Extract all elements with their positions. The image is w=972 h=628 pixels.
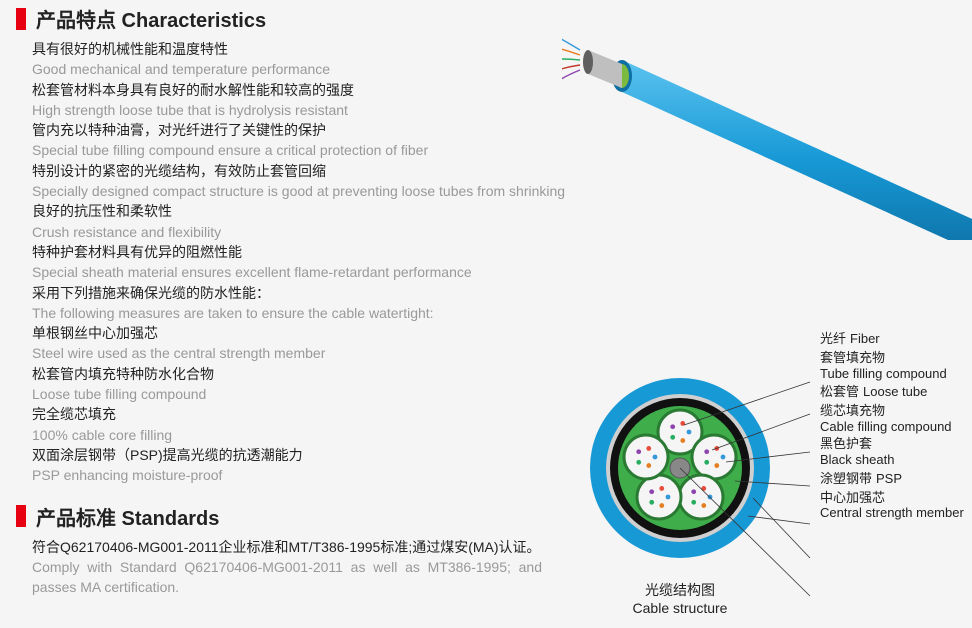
cross-label-zh: 黑色护套: [820, 436, 972, 452]
characteristics-header: 产品特点 Characteristics: [16, 4, 972, 33]
cross-label-en: Central strength member: [820, 505, 972, 521]
characteristic-en: 100% cable core filling: [32, 425, 572, 445]
characteristic-en: Good mechanical and temperature performa…: [32, 59, 572, 79]
characteristic-en: Special tube filling compound ensure a c…: [32, 140, 572, 160]
characteristic-zh: 良好的抗压性和柔软性: [32, 201, 572, 221]
characteristic-zh: 松套管材料本身具有良好的耐水解性能和较高的强度: [32, 80, 572, 100]
characteristic-en: Loose tube filling compound: [32, 384, 572, 404]
cross-label-zh: 涂塑钢带: [820, 471, 872, 486]
characteristic-zh: 特种护套材料具有优异的阻燃性能: [32, 242, 572, 262]
characteristic-en: High strength loose tube that is hydroly…: [32, 100, 572, 120]
characteristics-list: 具有很好的机械性能和温度特性Good mechanical and temper…: [32, 39, 572, 486]
characteristic-zh: 特别设计的紧密的光缆结构，有效防止套管回缩: [32, 161, 572, 181]
characteristic-en: Special sheath material ensures excellen…: [32, 262, 572, 282]
cross-label-en: PSP: [876, 471, 902, 486]
characteristic-en: Crush resistance and flexibility: [32, 222, 572, 242]
standards-en: Comply with Standard Q62170406-MG001-201…: [32, 557, 542, 598]
characteristic-zh: 单根钢丝中心加强芯: [32, 323, 572, 343]
cross-label: 涂塑钢带 PSP: [820, 470, 972, 488]
characteristic-zh: 具有很好的机械性能和温度特性: [32, 39, 572, 59]
cross-label: 中心加强芯Central strength member: [820, 490, 972, 521]
cross-label-en: Fiber: [850, 331, 880, 346]
cross-section-labels: 光纤 Fiber 套管填充物Tube filling compound 松套管 Loos…: [820, 330, 972, 523]
standards-zh: 符合Q62170406-MG001-2011企业标准和MT/T386-1995标…: [32, 537, 542, 557]
standards-heading: 产品标准 Standards: [36, 502, 219, 531]
characteristic-zh: 管内充以特种油膏，对光纤进行了关键性的保护: [32, 120, 572, 140]
cross-label: 光纤 Fiber: [820, 330, 972, 348]
caption-en: Cable structure: [610, 600, 750, 616]
characteristic-en: Steel wire used as the central strength …: [32, 343, 572, 363]
cross-label-en: Tube filling compound: [820, 366, 972, 382]
accent-bar: [16, 8, 26, 30]
characteristic-en: Specially designed compact structure is …: [32, 181, 572, 201]
caption-zh: 光缆结构图: [610, 580, 750, 600]
standards-body: 符合Q62170406-MG001-2011企业标准和MT/T386-1995标…: [32, 537, 542, 598]
cross-label-zh: 松套管: [820, 384, 859, 399]
cross-label-en: Black sheath: [820, 452, 972, 468]
characteristic-en: The following measures are taken to ensu…: [32, 303, 572, 323]
cross-label: 黑色护套Black sheath: [820, 436, 972, 467]
characteristic-zh: 完全缆芯填充: [32, 404, 572, 424]
characteristics-heading: 产品特点 Characteristics: [36, 4, 266, 33]
cross-label-en: Cable filling compound: [820, 419, 972, 435]
cross-label: 套管填充物Tube filling compound: [820, 350, 972, 381]
characteristic-en: PSP enhancing moisture-proof: [32, 465, 572, 485]
characteristic-zh: 采用下列措施来确保光缆的防水性能：: [32, 283, 572, 303]
cross-section-caption: 光缆结构图 Cable structure: [610, 580, 750, 616]
cross-label: 松套管 Loose tube: [820, 383, 972, 401]
cross-label-zh: 缆芯填充物: [820, 403, 972, 419]
cross-label-en: Loose tube: [863, 384, 927, 399]
cross-label-zh: 中心加强芯: [820, 490, 972, 506]
cross-label-zh: 光纤: [820, 331, 846, 346]
cross-section-figure: 光纤Fiber套管填充物Tube filling compound松套管Loos…: [580, 330, 960, 620]
cross-label: 缆芯填充物Cable filling compound: [820, 403, 972, 434]
characteristic-zh: 松套管内填充特种防水化合物: [32, 364, 572, 384]
cross-label-zh: 套管填充物: [820, 350, 972, 366]
characteristic-zh: 双面涂层钢带（PSP)提高光缆的抗透潮能力: [32, 445, 572, 465]
accent-bar: [16, 505, 26, 527]
